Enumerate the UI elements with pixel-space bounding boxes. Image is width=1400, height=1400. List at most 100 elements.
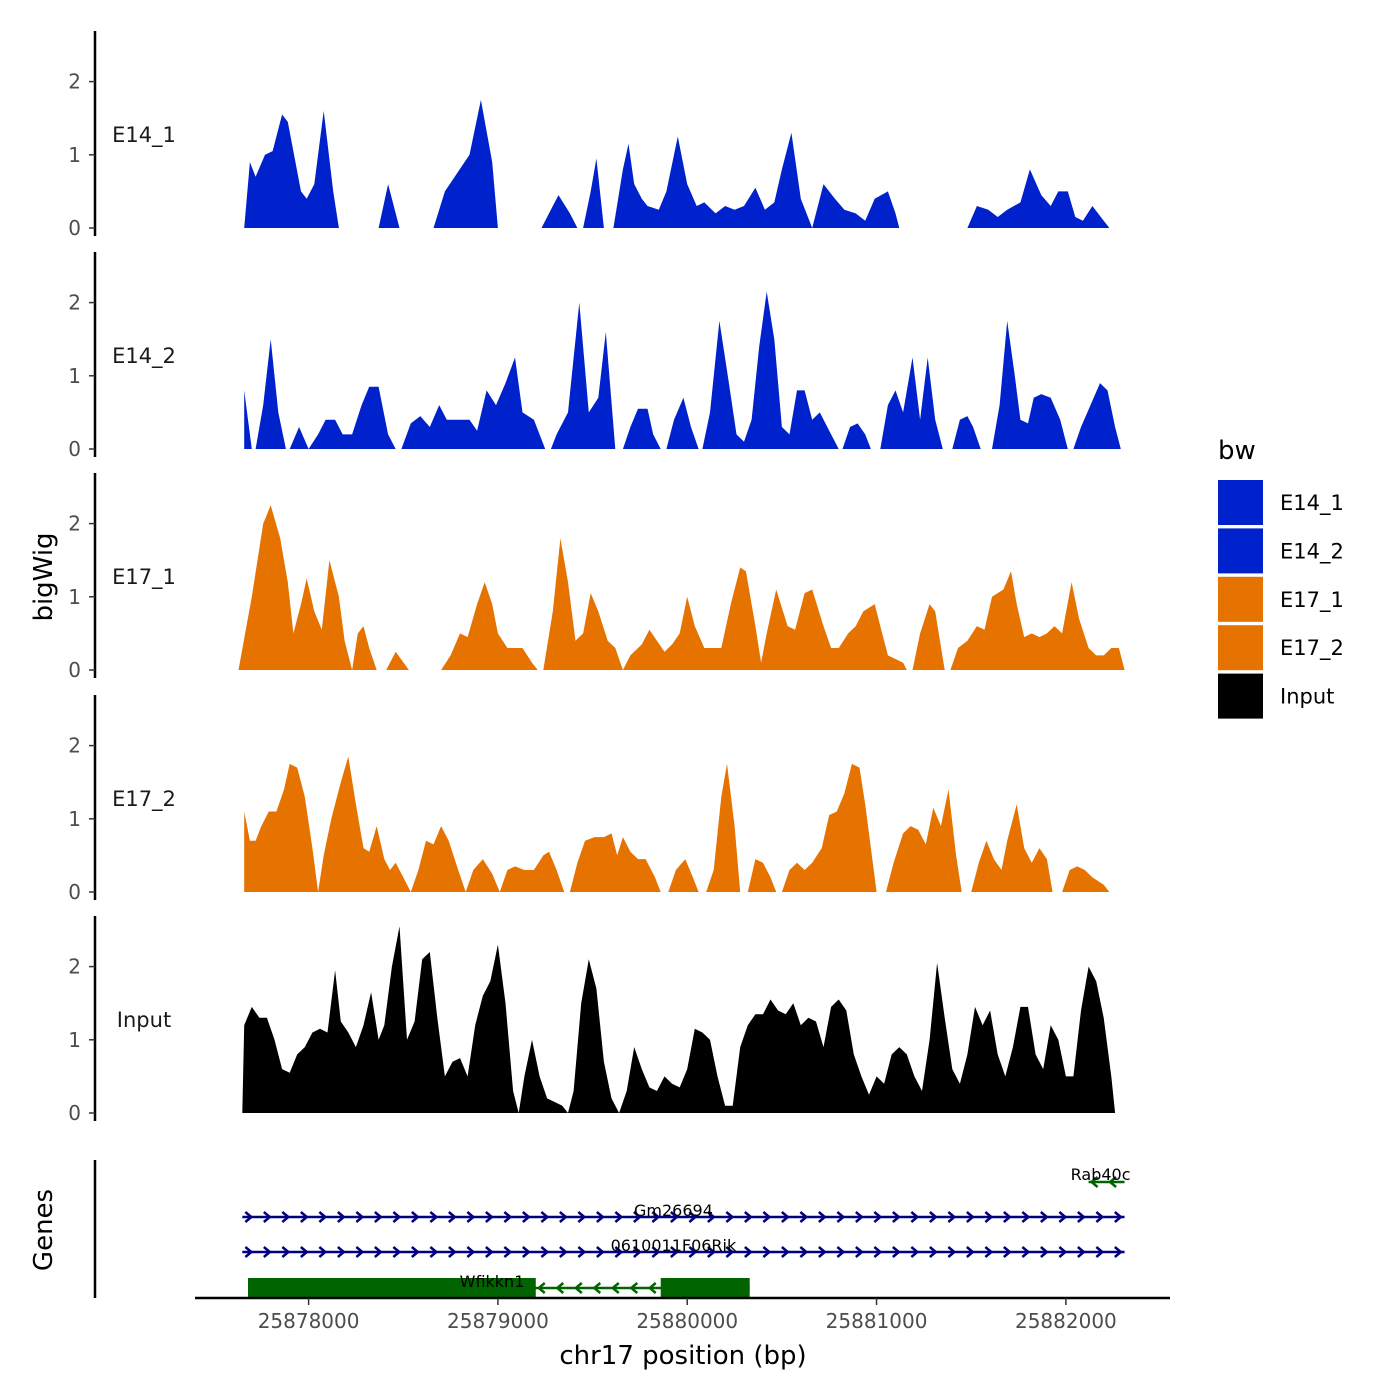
strand-chevron xyxy=(614,1211,624,1223)
strand-chevron xyxy=(559,1246,568,1258)
strand-chevron xyxy=(536,1282,546,1294)
strand-chevron xyxy=(485,1211,494,1223)
legend-label: E17_1 xyxy=(1280,588,1344,613)
legend-entry-E17_2: E17_2 xyxy=(1218,625,1344,671)
strand-chevron xyxy=(725,1211,735,1223)
strand-chevron xyxy=(429,1211,439,1223)
strand-chevron xyxy=(855,1211,864,1223)
strand-chevron xyxy=(1095,1211,1105,1223)
strand-chevron xyxy=(670,1246,679,1258)
strand-chevron xyxy=(614,1246,624,1258)
strand-chevron xyxy=(855,1246,864,1258)
strand-chevron xyxy=(503,1246,513,1258)
y-tick-label: 2 xyxy=(68,734,81,758)
strand-chevron xyxy=(374,1246,383,1258)
track-E17_2: 0 1 2 E17_2 xyxy=(68,695,1110,904)
strand-chevron xyxy=(629,1282,639,1294)
strand-chevron xyxy=(355,1246,365,1258)
strand-chevron xyxy=(596,1246,605,1258)
legend-swatch xyxy=(1218,576,1263,622)
y-tick-label: 2 xyxy=(68,512,81,536)
x-axis-title: chr17 position (bp) xyxy=(559,1341,806,1371)
strand-chevron xyxy=(577,1246,587,1258)
strand-chevron xyxy=(651,1211,661,1223)
strand-chevron xyxy=(337,1246,346,1258)
y-tick-label: 2 xyxy=(68,291,81,315)
strand-chevron xyxy=(633,1246,642,1258)
strand-chevron xyxy=(725,1246,735,1258)
legend: bw E14_1 E14_2 E17_1 E17_2 Input xyxy=(1218,436,1344,719)
x-tick-label: 25880000 xyxy=(636,1309,738,1333)
strand-chevron xyxy=(485,1246,494,1258)
legend-entry-Input: Input xyxy=(1218,673,1334,719)
track-E14_1: 0 1 2 E14_1 xyxy=(68,31,1110,240)
strand-chevron xyxy=(647,1282,657,1294)
strand-chevron xyxy=(836,1211,846,1223)
area-E14_2 xyxy=(244,291,1121,449)
strand-chevron xyxy=(1058,1211,1068,1223)
strand-chevron xyxy=(799,1211,809,1223)
track-label: E17_1 xyxy=(112,565,176,590)
legend-swatch xyxy=(1218,528,1263,574)
gene-Gm26694: Gm26694 xyxy=(242,1201,1125,1223)
genes-axis-title: Genes xyxy=(29,1189,59,1271)
strand-chevron xyxy=(503,1211,513,1223)
strand-chevron xyxy=(429,1246,439,1258)
strand-chevron xyxy=(1114,1211,1123,1223)
tracks-group: 0 1 2 E14_1 0 1 2 E14_2 0 1 2 E17_1 0 1 2 E17_2 0 1 2 Input xyxy=(68,31,1125,1125)
legend-entry-E14_2: E14_2 xyxy=(1218,528,1344,574)
track-label: E14_2 xyxy=(112,344,176,369)
legend-label: E14_2 xyxy=(1280,539,1344,564)
y-tick-label: 0 xyxy=(68,437,81,461)
x-tick-label: 25881000 xyxy=(826,1309,928,1333)
strand-chevron xyxy=(355,1211,365,1223)
strand-chevron xyxy=(1040,1246,1049,1258)
strand-chevron xyxy=(1108,1176,1117,1188)
strand-chevron xyxy=(892,1246,901,1258)
area-E17_1 xyxy=(238,505,1125,670)
track-label: E14_1 xyxy=(112,123,176,148)
strand-chevron xyxy=(281,1246,291,1258)
gene-label: 0610011F06Rik xyxy=(611,1236,737,1255)
track-label: E17_2 xyxy=(112,787,176,812)
strand-chevron xyxy=(244,1211,254,1223)
strand-chevron xyxy=(947,1211,957,1223)
y-tick-label: 0 xyxy=(68,216,81,240)
strand-chevron xyxy=(318,1211,328,1223)
strand-chevron xyxy=(522,1211,531,1223)
strand-chevron xyxy=(929,1246,938,1258)
area-Input xyxy=(242,926,1116,1113)
strand-chevron xyxy=(1003,1246,1012,1258)
strand-chevron xyxy=(688,1211,698,1223)
strand-chevron xyxy=(688,1246,698,1258)
legend-entry-E14_1: E14_1 xyxy=(1218,480,1344,525)
gene-Rab40c: Rab40c xyxy=(1071,1165,1131,1188)
strand-chevron xyxy=(910,1246,920,1258)
gene-0610011F06Rik: 0610011F06Rik xyxy=(242,1236,1125,1258)
track-label: Input xyxy=(117,1008,171,1032)
strand-chevron xyxy=(966,1211,975,1223)
strand-chevron xyxy=(781,1211,790,1223)
strand-chevron xyxy=(337,1211,346,1223)
strand-chevron xyxy=(300,1211,309,1223)
strand-chevron xyxy=(411,1246,420,1258)
y-tick-label: 1 xyxy=(68,807,81,831)
strand-chevron xyxy=(1077,1246,1086,1258)
strand-chevron xyxy=(1058,1246,1068,1258)
gene-exon xyxy=(660,1278,750,1298)
strand-chevron xyxy=(573,1282,583,1294)
track-Input: 0 1 2 Input xyxy=(68,916,1116,1125)
strand-chevron xyxy=(610,1282,620,1294)
area-E17_2 xyxy=(244,756,1110,892)
strand-chevron xyxy=(263,1211,272,1223)
gene-exon xyxy=(248,1278,536,1298)
strand-chevron xyxy=(984,1211,994,1223)
strand-chevron xyxy=(836,1246,846,1258)
strand-chevron xyxy=(448,1246,457,1258)
track-E17_1: 0 1 2 E17_1 xyxy=(68,473,1125,682)
strand-chevron xyxy=(318,1246,328,1258)
y-tick-label: 0 xyxy=(68,658,81,682)
legend-swatch xyxy=(1218,480,1263,525)
strand-chevron xyxy=(540,1211,550,1223)
